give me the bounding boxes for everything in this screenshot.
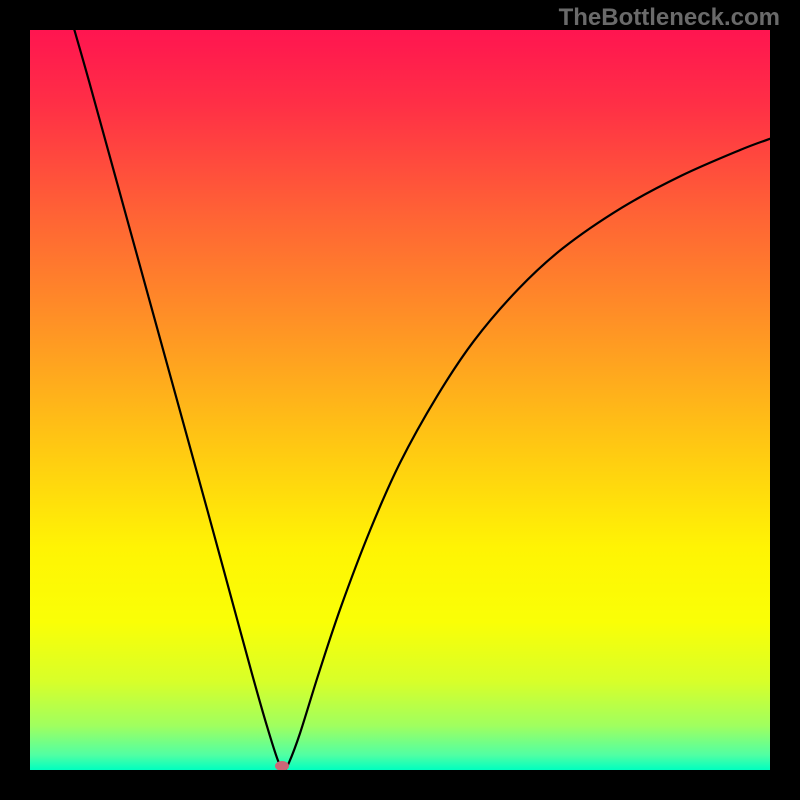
curve-path <box>74 30 770 770</box>
minimum-marker <box>275 761 289 770</box>
watermark-text: TheBottleneck.com <box>559 4 780 32</box>
plot-area <box>30 30 770 770</box>
bottleneck-curve <box>30 30 770 770</box>
chart-container: TheBottleneck.com <box>0 0 800 800</box>
